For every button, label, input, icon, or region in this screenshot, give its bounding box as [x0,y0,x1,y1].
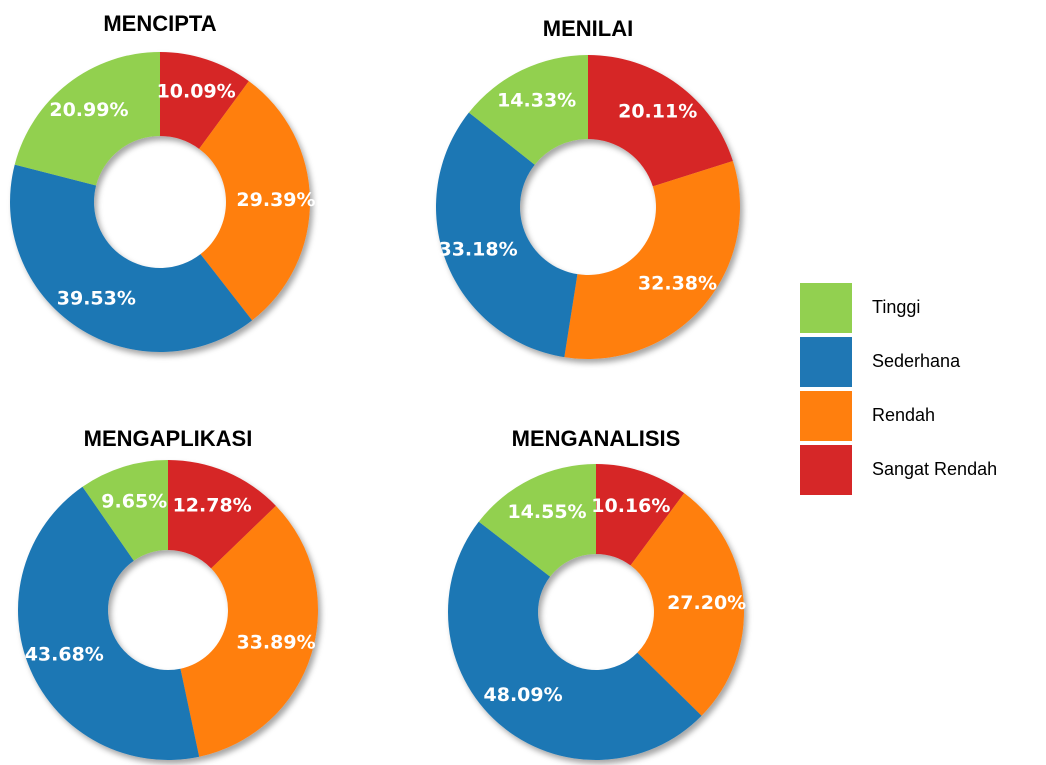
donut [17,460,319,760]
chart-title: MENILAI [543,16,633,41]
donut-slice [199,81,310,321]
data-label: 20.99% [49,99,128,121]
data-label: 39.53% [57,287,136,309]
data-label: 48.09% [484,684,563,706]
data-label: 9.65% [101,491,167,513]
legend-label: Sederhana [872,351,961,371]
data-label: 14.55% [507,501,586,523]
data-label: 10.16% [591,495,670,517]
data-label: 43.68% [25,643,104,665]
chart-title: MENGAPLIKASI [84,426,253,451]
donut-slice [448,521,702,760]
donut-slice [630,493,744,716]
donut-slice [478,464,596,577]
chart-title: MENGANALISIS [512,426,681,451]
data-label: 32.38% [638,272,717,294]
donut-slice [596,464,685,566]
donut [10,52,310,352]
chart-title: MENCIPTA [103,11,216,36]
donut-slice [17,486,200,760]
donut-slice [10,164,253,352]
donut-slice [588,55,733,187]
data-label: 20.11% [618,100,697,122]
legend-label: Tinggi [872,297,920,317]
donut [448,464,744,760]
legend-swatch [800,445,852,495]
data-label: 27.20% [667,592,746,614]
data-label: 14.33% [497,89,576,111]
donut [435,55,740,359]
data-label: 12.78% [173,494,252,516]
data-label: 33.18% [438,238,517,260]
donut-slice [435,112,578,358]
data-label: 29.39% [236,189,315,211]
donut-slice [14,52,161,186]
legend-swatch [800,283,852,333]
legend-label: Rendah [872,405,935,425]
donut-slice [160,52,249,149]
data-label: 10.09% [157,80,236,102]
data-label: 33.89% [236,632,315,654]
legend-swatch [800,337,852,387]
legend-label: Sangat Rendah [872,459,997,479]
donut-slice [564,161,740,359]
donut-slice [82,460,168,561]
legend-swatch [800,391,852,441]
donut-slice [168,460,276,569]
donut-slice [468,55,588,165]
donut-slice [180,505,319,757]
